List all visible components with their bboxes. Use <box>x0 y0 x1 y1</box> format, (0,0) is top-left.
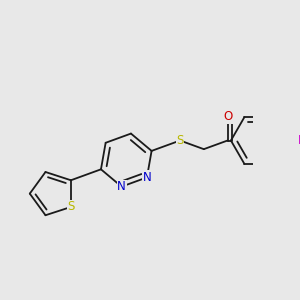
Text: O: O <box>223 110 232 124</box>
Text: F: F <box>298 134 300 147</box>
Text: S: S <box>176 134 184 147</box>
Text: S: S <box>67 200 75 214</box>
Text: N: N <box>117 180 126 193</box>
Text: N: N <box>142 171 151 184</box>
